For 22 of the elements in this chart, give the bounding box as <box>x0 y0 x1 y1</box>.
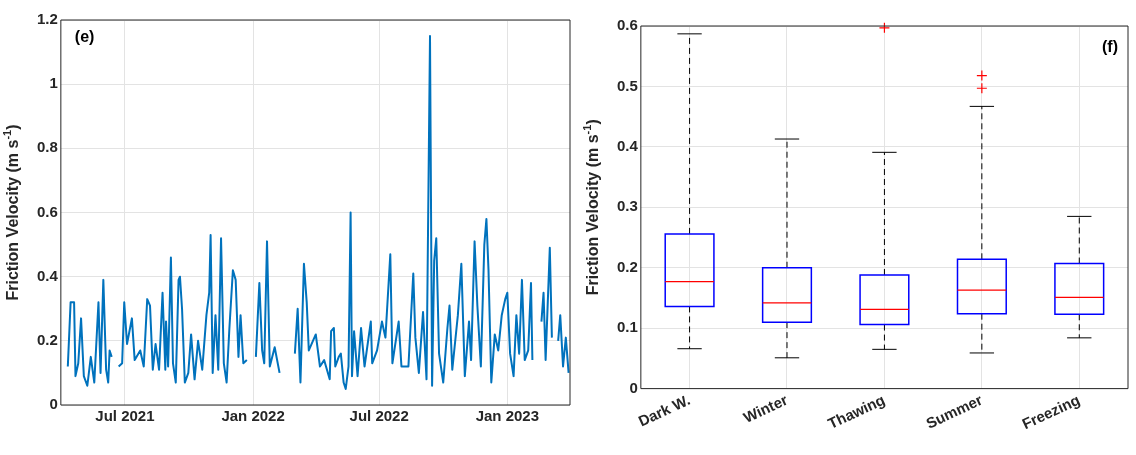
y-tick-label: 0.6 <box>616 16 638 34</box>
y-tick-label: 0.4 <box>616 137 639 155</box>
y-axis-title: Friction Velocity (m s-1) <box>1 124 22 301</box>
y-tick-label: 0 <box>629 378 638 396</box>
annotation: (e) <box>74 28 95 46</box>
x-tick-label: Jan 2023 <box>475 407 540 425</box>
y-tick-label: 0.4 <box>36 266 59 284</box>
y-tick-label: 0.3 <box>616 197 638 215</box>
y-axis-title: Friction Velocity (m s-1) <box>581 119 602 296</box>
x-tick-label: Jul 2022 <box>349 407 409 425</box>
y-tick-label: 1 <box>49 74 58 92</box>
y-tick-label: 0 <box>49 395 58 413</box>
annotation: (f) <box>1102 38 1118 56</box>
y-tick-label: 0.2 <box>36 330 58 348</box>
y-tick-label: 0.8 <box>36 138 58 156</box>
y-tick-label: 0.5 <box>616 76 638 94</box>
y-tick-label: 0.6 <box>36 202 58 220</box>
y-tick-label: 0.2 <box>616 257 638 275</box>
y-tick-label: 0.1 <box>616 318 638 336</box>
x-tick-label: Jan 2022 <box>221 407 285 425</box>
x-tick-label: Jul 2021 <box>95 407 155 425</box>
y-tick-label: 1.2 <box>36 10 58 28</box>
